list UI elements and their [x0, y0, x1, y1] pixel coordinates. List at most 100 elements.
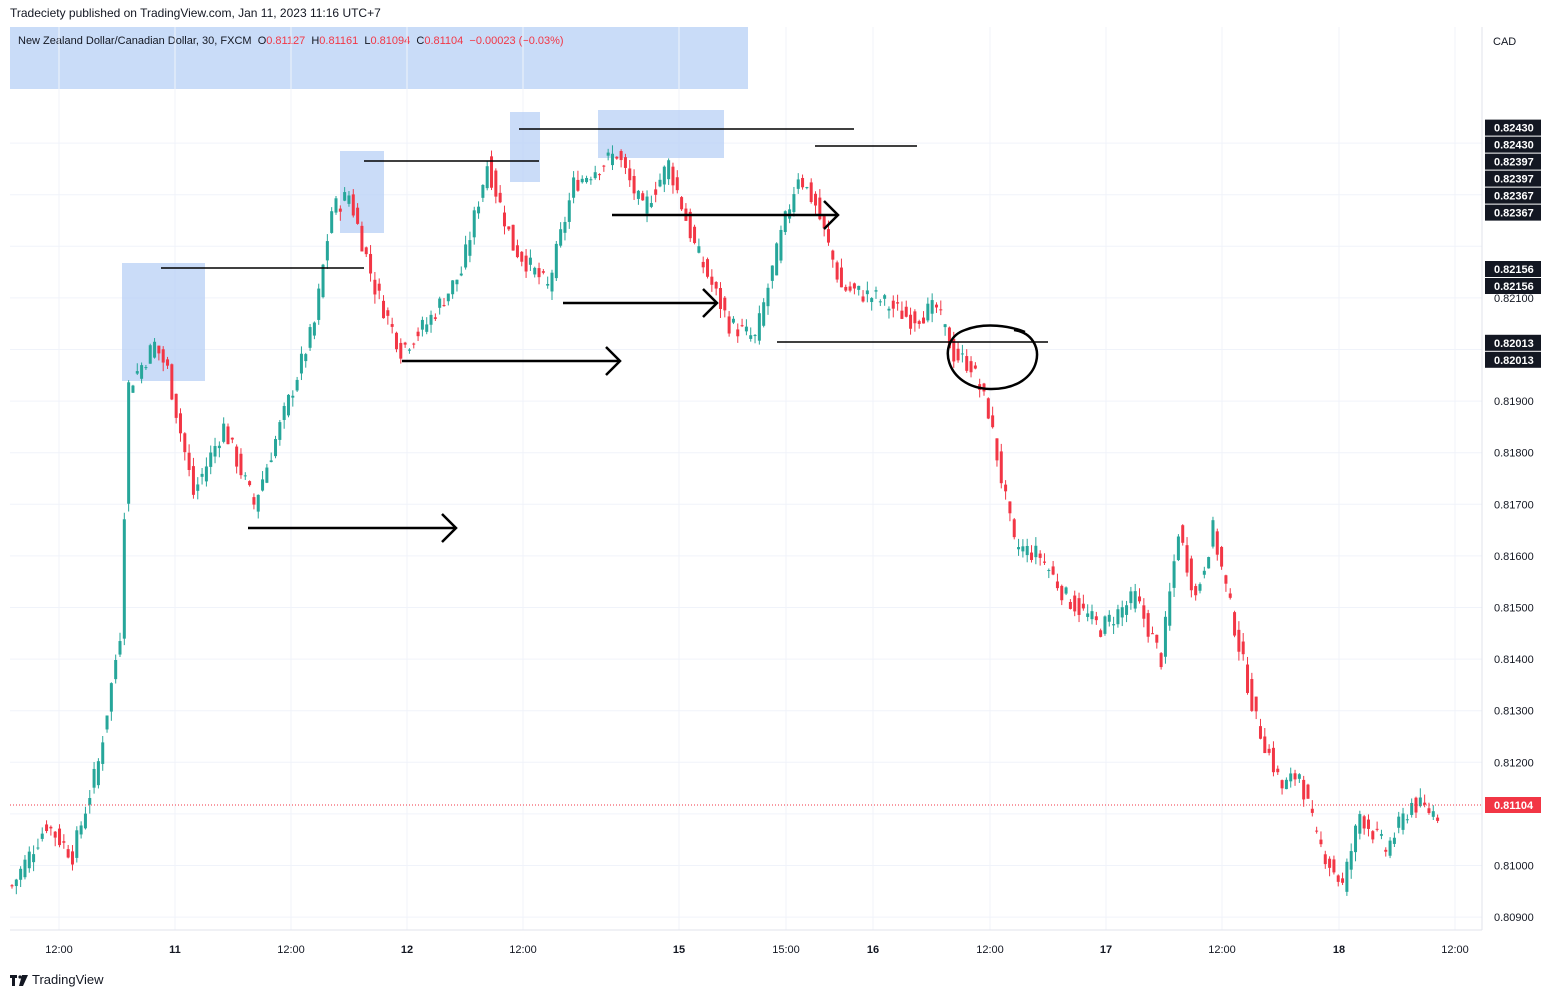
- price-label-text: 0.82430: [1494, 140, 1534, 152]
- candle-body: [1284, 779, 1288, 790]
- candle-body: [995, 438, 999, 461]
- candle-body: [606, 152, 610, 156]
- candle-body: [1358, 814, 1362, 834]
- candle-body: [92, 768, 96, 788]
- candle-body: [878, 301, 882, 303]
- price-axis-labels: 0.82430 0.82430 0.82397 0.82397 0.82367 0.823…: [1485, 119, 1541, 368]
- candle-body: [727, 316, 731, 334]
- candle-body: [27, 851, 31, 869]
- candle-body: [235, 446, 239, 467]
- candle-body: [693, 226, 697, 244]
- candle-body: [360, 225, 364, 252]
- candle-body: [567, 200, 571, 222]
- candle-body: [610, 153, 614, 166]
- candle-body: [204, 466, 208, 482]
- candle-body: [550, 272, 554, 292]
- arrow-head: [823, 200, 840, 230]
- candle-body: [1397, 816, 1401, 828]
- candle-body: [222, 423, 226, 442]
- candle-body: [274, 439, 278, 457]
- candle-body: [870, 298, 874, 303]
- candle-body: [1280, 780, 1284, 789]
- tradingview-logo[interactable]: TradingView: [10, 972, 104, 987]
- candle-body: [757, 313, 761, 341]
- candle-body: [49, 826, 53, 829]
- candle-body: [226, 426, 230, 445]
- candle-body: [1129, 591, 1133, 604]
- candle-body: [1146, 613, 1150, 637]
- candle-body: [96, 761, 100, 786]
- candle-body: [520, 251, 524, 262]
- candle-body: [468, 240, 472, 256]
- candle-body: [269, 460, 273, 463]
- price-label-text: 0.82156: [1494, 264, 1534, 276]
- candle-body: [926, 303, 930, 321]
- candle-body: [187, 452, 191, 470]
- candle-body: [1202, 570, 1206, 575]
- candle-body: [770, 265, 774, 281]
- candle-body: [170, 364, 174, 400]
- circle-annotation: [946, 324, 1039, 391]
- candle-body: [317, 288, 321, 320]
- candle-body: [589, 179, 593, 181]
- candle-body: [1392, 837, 1396, 844]
- candle-body: [706, 259, 710, 277]
- candle-body: [900, 310, 904, 319]
- candle-body: [701, 261, 705, 268]
- candle-body: [572, 177, 576, 198]
- candle-body: [1107, 614, 1111, 622]
- candle-body: [857, 285, 861, 290]
- price-label-bg: [1485, 261, 1541, 278]
- candle-body: [783, 211, 787, 233]
- candle-body: [438, 298, 442, 308]
- low-label: L: [364, 35, 371, 47]
- candle-body: [36, 847, 40, 849]
- candle-body: [265, 467, 269, 483]
- candle-body: [10, 885, 14, 887]
- candle-body: [200, 473, 204, 477]
- candle-body: [1125, 605, 1129, 615]
- price-label-bg: [1485, 278, 1541, 295]
- candle-body: [826, 229, 830, 243]
- candle-body: [1362, 816, 1366, 829]
- candle-body: [351, 194, 355, 216]
- price-label-bg: [1485, 187, 1541, 204]
- candle-body: [407, 349, 411, 351]
- candle-body: [848, 286, 852, 291]
- candle-body: [511, 224, 515, 251]
- candle-body: [485, 166, 489, 189]
- candle-body: [1388, 840, 1392, 856]
- candle-body: [1241, 641, 1245, 655]
- price-tick-label: 0.81800: [1494, 448, 1534, 460]
- candle-body: [334, 198, 338, 213]
- candle-body: [1414, 797, 1418, 813]
- candle-body: [1405, 819, 1409, 821]
- last-price-bg: [1485, 797, 1541, 813]
- candle-body: [1138, 596, 1142, 602]
- candle-body: [956, 348, 960, 361]
- candle-body: [1431, 811, 1435, 817]
- candle-body: [852, 283, 856, 289]
- candle-body: [122, 519, 126, 639]
- candle-body: [585, 177, 589, 183]
- candle-body: [23, 859, 27, 878]
- candle-body: [714, 282, 718, 289]
- candle-body: [835, 262, 839, 280]
- candle-body: [1315, 830, 1319, 832]
- price-label-text: 0.82013: [1494, 355, 1534, 367]
- candle-body: [1030, 552, 1034, 560]
- candle-body: [1319, 839, 1323, 845]
- candle-body: [818, 197, 822, 220]
- candle-body: [1198, 584, 1202, 591]
- price-label-text: 0.82367: [1494, 208, 1534, 220]
- candle-body: [1323, 854, 1327, 865]
- candle-body: [991, 415, 995, 428]
- price-label-bg: [1485, 170, 1541, 187]
- candle-body: [969, 361, 973, 373]
- candle-body: [909, 314, 913, 329]
- candle-body: [1055, 581, 1059, 589]
- candle-body: [1189, 558, 1193, 591]
- price-tick-label: 0.81600: [1494, 551, 1534, 563]
- symbol-legend[interactable]: New Zealand Dollar/Canadian Dollar, 30, …: [10, 27, 748, 89]
